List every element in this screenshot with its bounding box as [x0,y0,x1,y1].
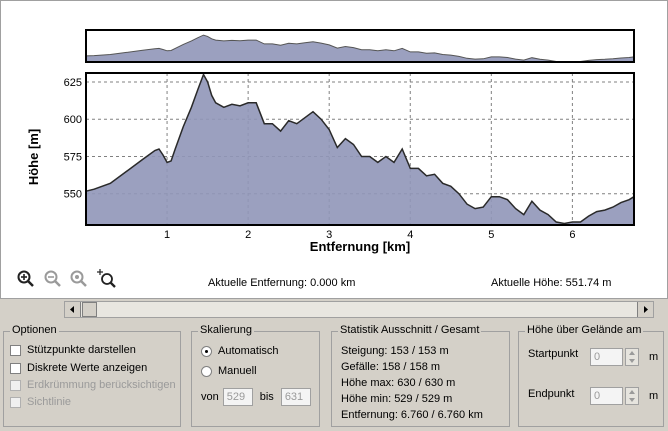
scroll-right-button[interactable] [637,302,653,317]
y-axis-label: Höhe [m] [26,129,41,185]
stat-line: Steigung: 153 / 153 m [341,345,449,357]
startpunkt-spinner[interactable] [625,348,639,366]
main-chart-frame [85,72,635,226]
profile-panel: 1 2 3 4 5 6 550 575 600 625 Höhe [m] Entfernung [… [0,0,668,299]
x-axis-label: Entfernung [km] [310,239,410,254]
scaling-range: von 529 bis 631 [201,388,311,406]
erdkruemmung-checkbox[interactable] [10,379,21,391]
terrain-title: Höhe über Gelände am [525,324,644,336]
scaling-group: Skalierung Automatisch Manuell von 529 b… [191,324,320,427]
elevation-chart: 1 2 3 4 5 6 550 575 600 625 Höhe [m] Entfernung [… [26,29,635,254]
options-group: Optionen Stützpunkte darstellen Diskrete… [3,324,181,427]
endpunkt-input[interactable]: 0 [590,387,623,405]
to-input[interactable]: 631 [280,388,311,406]
endpunkt-unit: m [649,390,659,402]
diskrete-werte-checkbox[interactable] [10,362,21,374]
endpunkt-spinner[interactable] [625,387,639,405]
endpunkt-control: 0 m [590,387,658,405]
option-label: Erdkrümmung berücksichtigen [27,379,176,391]
options-title: Optionen [10,324,59,336]
scaling-automatic[interactable]: Automatisch [201,345,279,357]
y-tick-label: 625 [64,77,82,89]
endpunkt-label: Endpunkt [528,388,575,400]
statistics-title: Statistik Ausschnitt / Gesamt [338,324,482,336]
startpunkt-label: Startpunkt [528,348,579,360]
stat-line: Höhe min: 529 / 529 m [341,393,453,405]
stat-line: Entfernung: 6.760 / 6.760 km [341,409,483,421]
from-label: von [201,391,219,403]
startpunkt-control: 0 m [590,348,658,366]
to-label: bis [259,391,274,403]
horizontal-scrollbar[interactable] [64,301,654,318]
main-chart[interactable]: 1 2 3 4 5 6 550 575 600 625 [64,72,635,241]
x-tick-label: 1 [164,229,170,241]
x-tick-label: 5 [488,229,494,241]
elevation-area [86,74,634,225]
arrow-left-icon [70,306,74,313]
stuetzpunkte-checkbox[interactable] [10,344,21,356]
zoom-select-icon[interactable] [97,269,117,289]
zoom-out-icon[interactable] [43,269,63,289]
stat-line: Höhe max: 630 / 630 m [341,377,456,389]
x-tick-label: 4 [407,229,413,241]
scroll-left-button[interactable] [65,302,81,317]
automatic-radio[interactable] [201,345,212,357]
overview-area [86,35,634,62]
scaling-title: Skalierung [198,324,254,336]
option-diskrete-werte[interactable]: Diskrete Werte anzeigen [10,362,147,374]
zoom-in-icon[interactable] [16,269,36,289]
startpunkt-unit: m [649,351,659,363]
x-tick-label: 3 [326,229,332,241]
zoom-fit-icon[interactable] [69,269,89,289]
from-input[interactable]: 529 [222,388,253,406]
terrain-group: Höhe über Gelände am Startpunkt 0 m Endp… [518,324,664,427]
startpunkt-input[interactable]: 0 [590,348,623,366]
statistics-group: Statistik Ausschnitt / Gesamt Steigung: … [331,324,510,427]
arrow-right-icon [644,306,648,313]
scroll-thumb[interactable] [82,302,97,317]
y-tick-label: 600 [64,114,82,126]
x-tick-label: 2 [245,229,251,241]
overview-chart[interactable] [85,29,635,63]
option-label: Diskrete Werte anzeigen [27,362,148,374]
current-height: Aktuelle Höhe: 551.74 m [491,277,612,289]
option-label: Stützpunkte darstellen [27,344,136,356]
current-distance: Aktuelle Entfernung: 0.000 km [208,277,356,289]
manual-label: Manuell [218,365,257,377]
elevation-line [85,72,635,225]
automatic-label: Automatisch [218,345,279,357]
scaling-manual[interactable]: Manuell [201,365,257,377]
option-stuetzpunkte[interactable]: Stützpunkte darstellen [10,344,136,356]
y-tick-label: 575 [64,151,82,163]
manual-radio[interactable] [201,365,212,377]
option-erdkruemmung[interactable]: Erdkrümmung berücksichtigen [10,379,176,391]
option-sichtlinie[interactable]: Sichtlinie [10,396,71,408]
option-label: Sichtlinie [27,396,72,408]
overview-line [85,34,635,63]
stat-line: Gefälle: 158 / 158 m [341,361,441,373]
overview-frame [85,29,635,63]
sichtlinie-checkbox[interactable] [10,396,21,408]
y-tick-label: 550 [64,189,82,201]
x-tick-label: 6 [569,229,575,241]
